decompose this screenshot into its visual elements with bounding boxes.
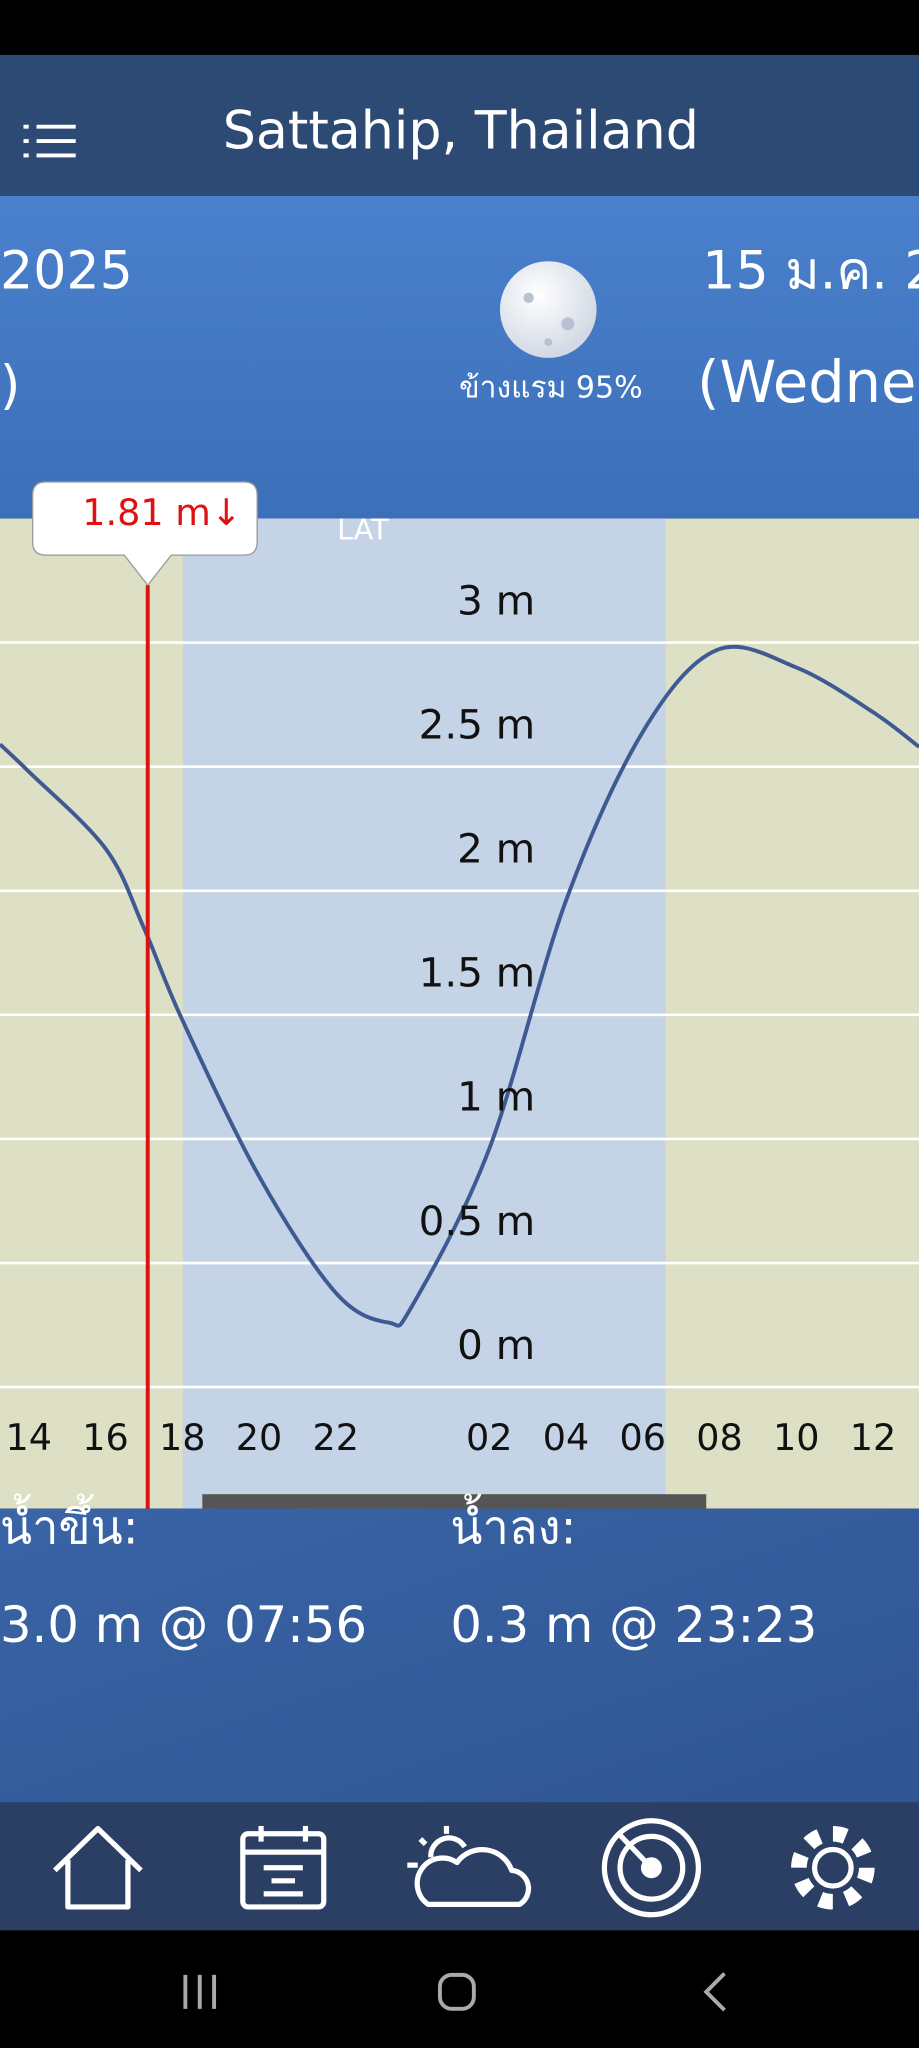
moon-label: ข้างแรม 95%	[459, 371, 642, 406]
radar-icon[interactable]	[601, 1818, 701, 1918]
y-tick-label: 2 m	[457, 825, 535, 873]
system-nav	[0, 1930, 919, 2048]
menu-icon[interactable]	[23, 124, 76, 158]
marker-callout	[31, 481, 258, 587]
weather-icon[interactable]	[407, 1825, 532, 1907]
tide-chart: LAT 0 m 0.5 m 1 m 1.5 m 2 m 2.5 m 3 m 14 16 18 20 22…	[0, 481, 919, 1509]
moon-craters	[523, 292, 575, 347]
back-button[interactable]	[703, 1972, 726, 2012]
axis-label: LAT	[337, 513, 389, 547]
high-label: น้ำขึ้น:	[0, 1493, 139, 1555]
low-label: น้ำลง:	[450, 1493, 576, 1555]
y-tick-label: 2.5 m	[419, 701, 536, 749]
recents-button[interactable]	[183, 1974, 217, 2009]
right-date: 15 ม.ค. 2	[702, 241, 919, 301]
settings-icon[interactable]	[791, 1825, 875, 1910]
high-value: 3.0 m @ 07:56	[0, 1596, 367, 1654]
marker-label: 1.81 m↓	[82, 491, 241, 534]
left-day: )	[0, 356, 20, 416]
low-value: 0.3 m @ 23:23	[450, 1596, 817, 1654]
x-tick-label: 20	[236, 1416, 283, 1459]
tide-panel	[0, 1508, 919, 1803]
x-tick-label: 06	[619, 1416, 666, 1459]
x-tick-label: 22	[313, 1416, 360, 1459]
scrollbar[interactable]	[202, 1494, 707, 1513]
home-button[interactable]	[437, 1972, 476, 2011]
header	[0, 54, 919, 196]
y-tick-label: 3 m	[457, 576, 535, 624]
y-tick-label: 0.5 m	[419, 1197, 536, 1245]
x-tick-label: 08	[696, 1416, 743, 1459]
right-day: (Wednes	[697, 349, 919, 416]
date-band	[0, 195, 919, 519]
x-tick-label: 12	[850, 1416, 897, 1459]
x-tick-label: 16	[82, 1416, 129, 1459]
y-tick-label: 1 m	[457, 1073, 535, 1121]
tide-curve	[0, 644, 919, 1328]
moon-icon	[499, 261, 597, 358]
nav-bar	[0, 1802, 919, 1931]
x-tick-label: 10	[773, 1416, 820, 1459]
left-year: 2025	[0, 241, 133, 301]
status-bar	[0, 0, 919, 55]
home-icon[interactable]	[53, 1825, 143, 1910]
x-tick-label: 02	[466, 1416, 513, 1459]
calendar-icon[interactable]	[240, 1825, 327, 1910]
x-tick-label: 14	[6, 1416, 53, 1459]
x-tick-label: 04	[543, 1416, 590, 1459]
y-tick-label: 0 m	[457, 1321, 535, 1369]
y-tick-label: 1.5 m	[419, 949, 536, 997]
x-tick-label: 18	[159, 1416, 206, 1459]
title: Sattahip, Thailand	[223, 102, 699, 162]
